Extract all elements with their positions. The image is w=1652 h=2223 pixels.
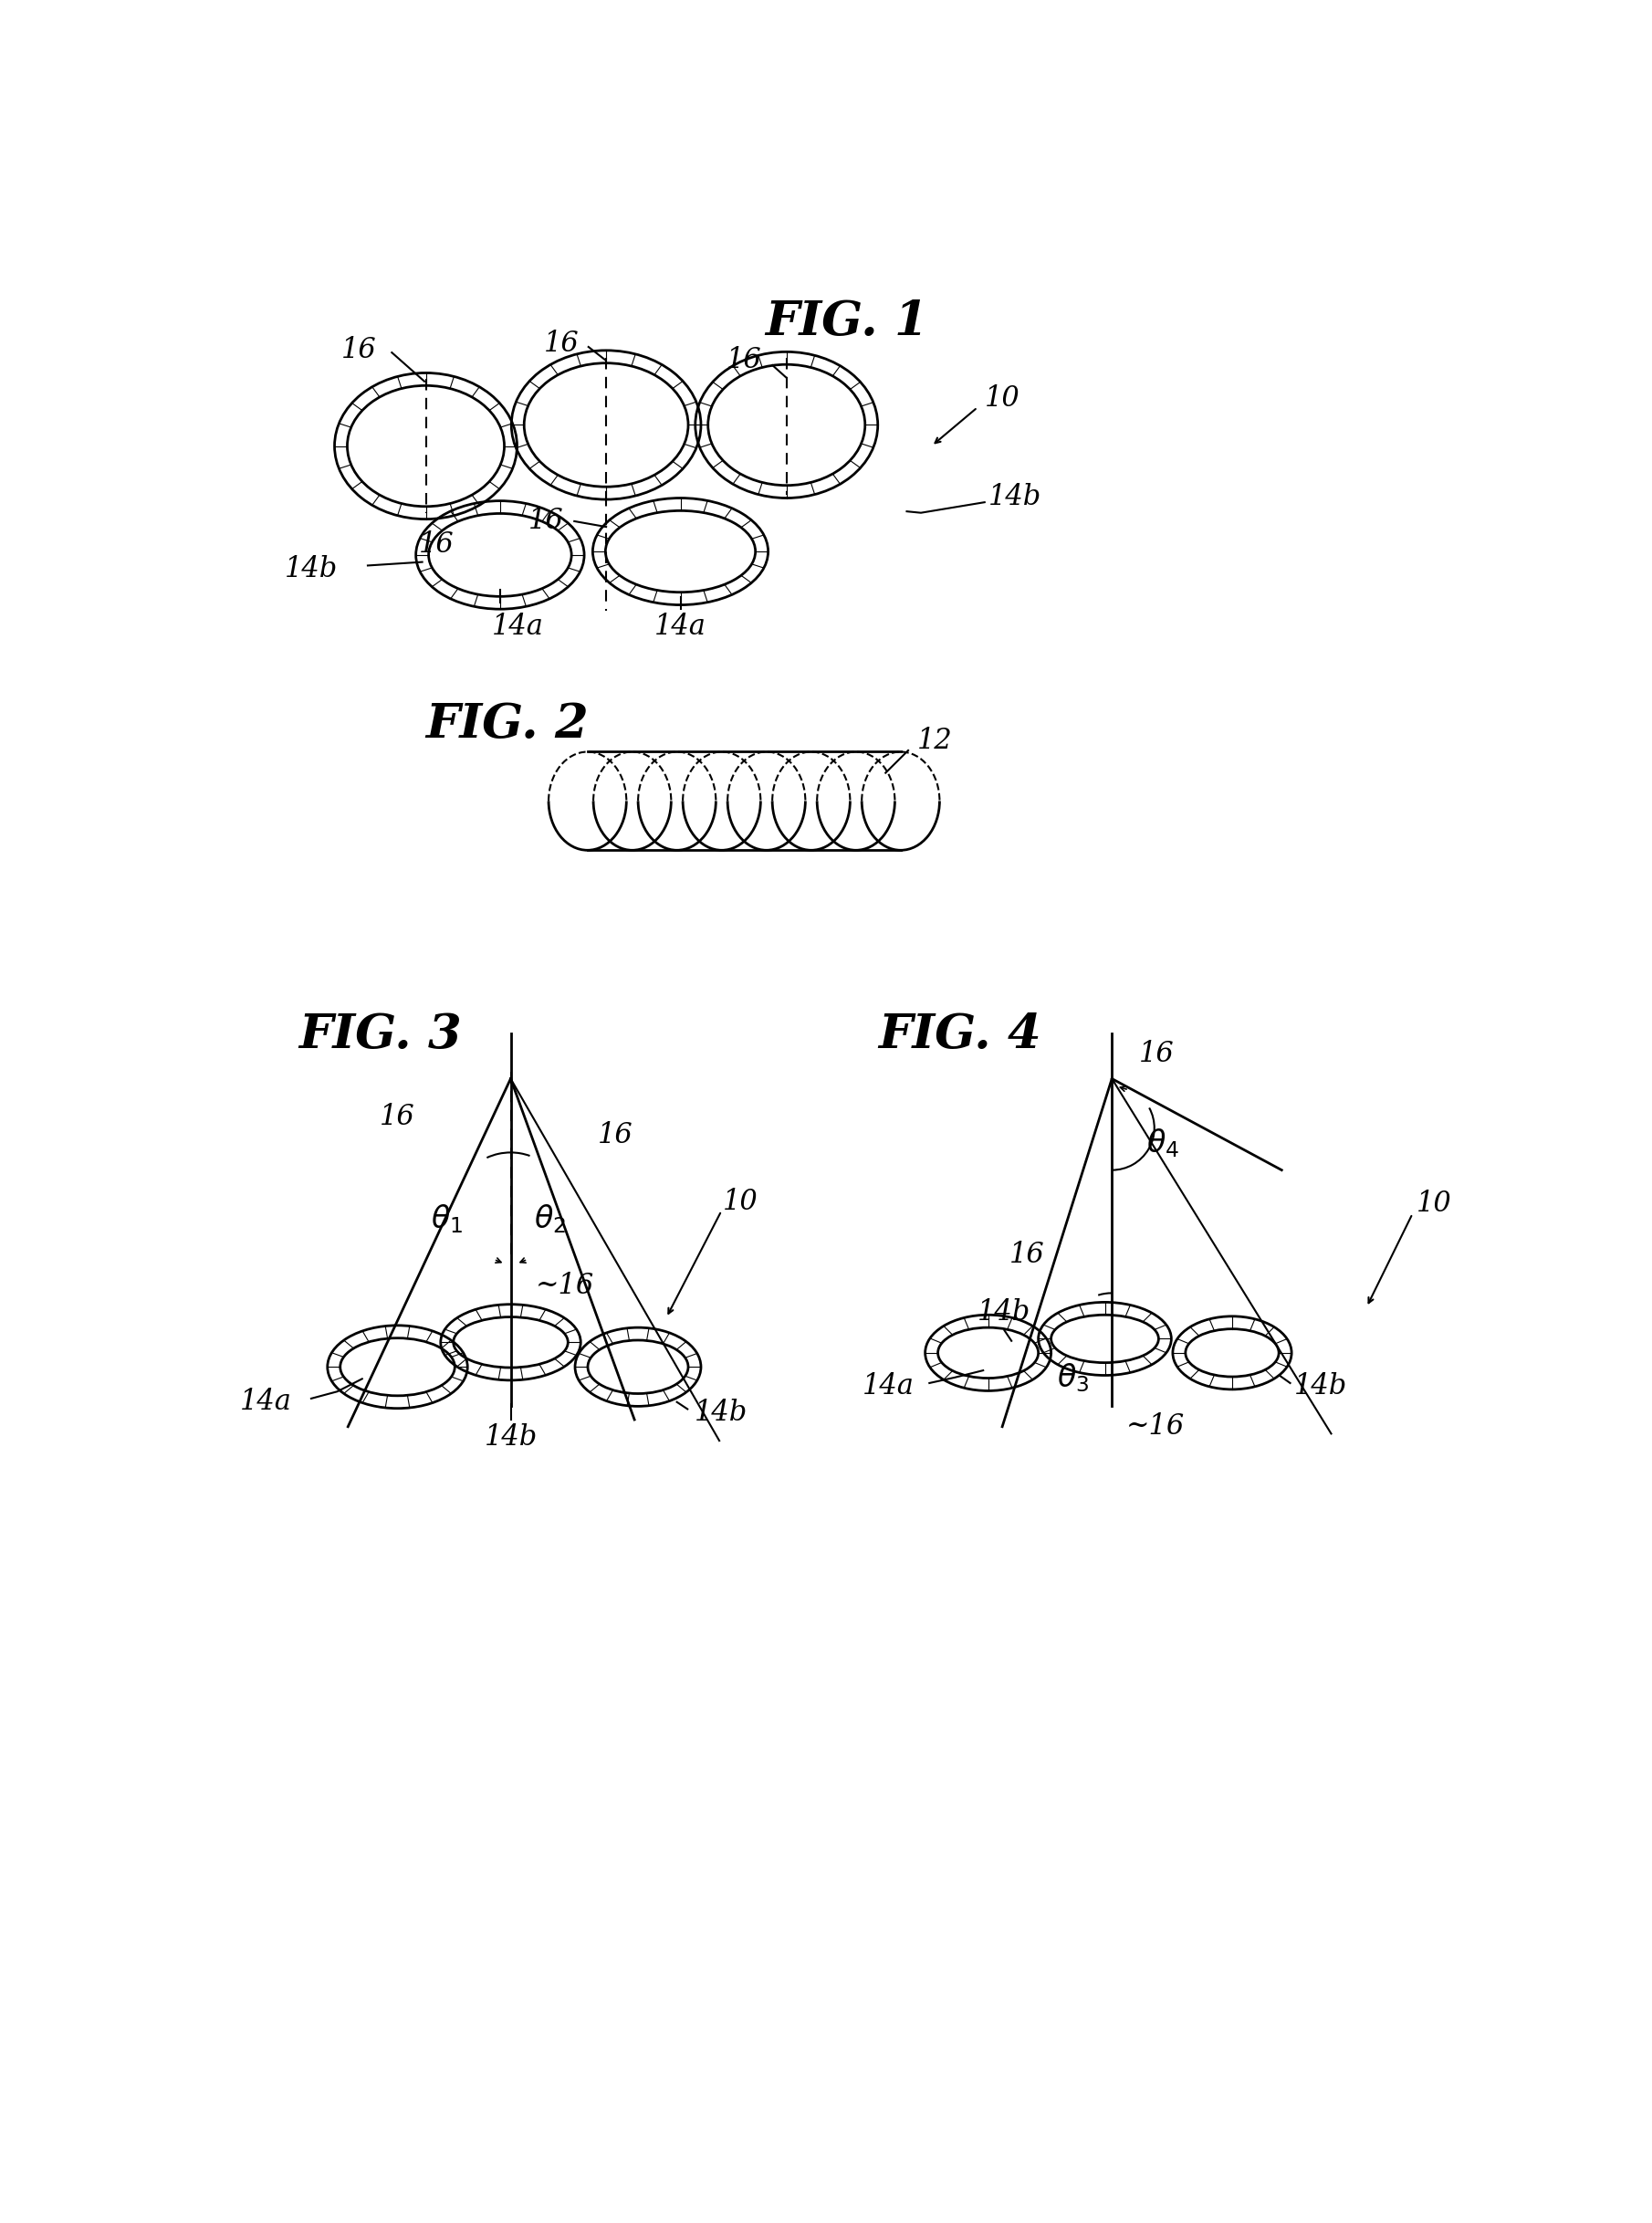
Text: FIG. 1: FIG. 1 xyxy=(765,298,928,345)
Text: 16: 16 xyxy=(380,1103,415,1132)
Text: 16: 16 xyxy=(529,507,563,536)
Text: 16: 16 xyxy=(727,347,762,373)
Text: $\theta_4$: $\theta_4$ xyxy=(1146,1127,1180,1160)
Text: FIG. 2: FIG. 2 xyxy=(426,700,588,747)
Text: 16: 16 xyxy=(544,329,580,358)
Text: 16: 16 xyxy=(1009,1240,1044,1269)
Text: ~16: ~16 xyxy=(535,1272,595,1300)
Text: 14b: 14b xyxy=(988,482,1041,511)
Text: 14b: 14b xyxy=(284,556,337,582)
Text: 14b: 14b xyxy=(484,1423,537,1452)
Text: 12: 12 xyxy=(917,727,953,756)
Text: 14a: 14a xyxy=(862,1372,914,1400)
Text: 14a: 14a xyxy=(240,1387,291,1416)
Text: 10: 10 xyxy=(985,385,1019,413)
Text: FIG. 3: FIG. 3 xyxy=(299,1011,461,1058)
Text: $\theta_3$: $\theta_3$ xyxy=(1057,1360,1089,1394)
Text: 14a: 14a xyxy=(654,614,707,640)
Text: 14b: 14b xyxy=(978,1298,1031,1327)
Text: ~16: ~16 xyxy=(1127,1412,1184,1441)
Text: $\theta_2$: $\theta_2$ xyxy=(534,1203,565,1236)
Text: FIG. 4: FIG. 4 xyxy=(879,1011,1042,1058)
Text: $\theta_1$: $\theta_1$ xyxy=(431,1203,463,1236)
Text: 10: 10 xyxy=(724,1187,758,1216)
Text: 14b: 14b xyxy=(1295,1372,1348,1400)
Text: 16: 16 xyxy=(598,1120,633,1149)
Text: 10: 10 xyxy=(1416,1189,1452,1218)
Text: 16: 16 xyxy=(1138,1040,1175,1069)
Text: 14b: 14b xyxy=(694,1398,748,1427)
Text: 14a: 14a xyxy=(492,614,544,640)
Text: 16: 16 xyxy=(418,531,454,558)
Text: 16: 16 xyxy=(340,336,377,365)
